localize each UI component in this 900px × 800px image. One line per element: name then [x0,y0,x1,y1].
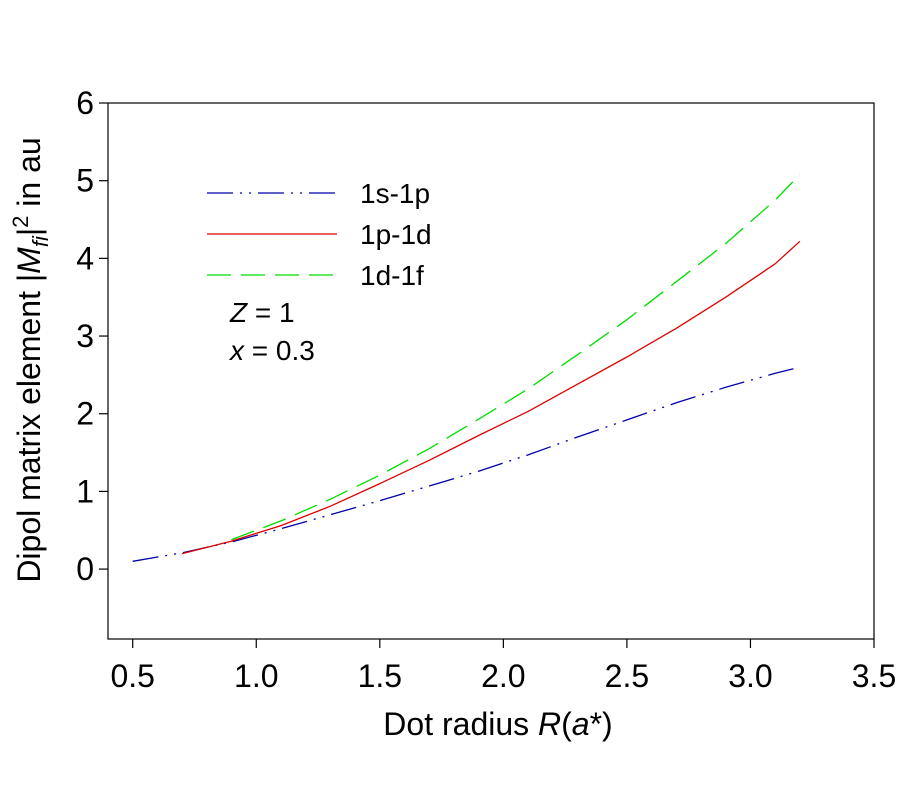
legend: 1s-1p 1p-1d 1d-1f [207,178,432,291]
series-line-1s-1p [132,366,801,562]
plot-frame [107,102,875,640]
series-layer [132,174,801,562]
y-tick-label: 2 [76,396,94,432]
legend-label-1s-1p: 1s-1p [360,178,430,209]
x-tick-label: 1.0 [234,658,278,694]
annotation-z: Z = 1 [229,297,295,328]
y-tick-label: 6 [76,85,94,121]
x-tick-label: 2.5 [605,658,649,694]
y-tick-label: 1 [76,473,94,509]
y-tick-label: 5 [76,163,94,199]
annotation-x: x = 0.3 [228,335,315,366]
x-axis-ticks: 0.5 1.0 1.5 2.0 2.5 3.0 3.5 [110,639,896,694]
y-tick-label: 4 [76,240,94,276]
x-tick-label: 0.5 [110,658,154,694]
legend-label-1p-1d: 1p-1d [360,219,432,250]
x-tick-label: 3.5 [852,658,896,694]
x-tick-label: 1.5 [358,658,402,694]
legend-label-1d-1f: 1d-1f [360,260,424,291]
y-axis-title: Dipol matrix element |Mfi|2 in au [8,137,53,582]
y-axis-ticks: 0 1 2 3 4 5 6 [76,85,108,587]
y-tick-label: 3 [76,318,94,354]
series-line-1d-1f [231,174,801,541]
x-tick-label: 2.0 [481,658,525,694]
x-tick-label: 3.0 [728,658,772,694]
y-tick-label: 0 [76,551,94,587]
x-axis-title: Dot radius R(a*) [383,706,612,742]
series-line-1p-1d [181,240,801,555]
